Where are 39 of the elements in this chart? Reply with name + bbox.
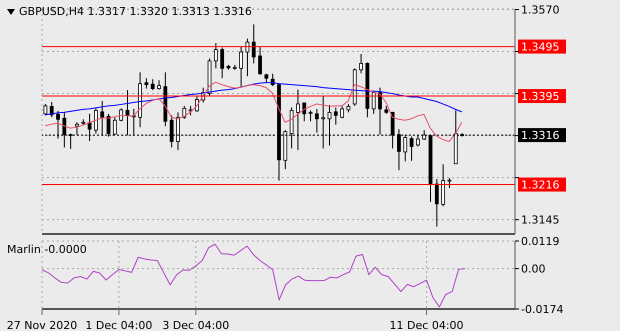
candlestick	[150, 78, 155, 91]
x-tick-label: 27 Nov 2020	[6, 319, 78, 331]
ref-line-label: 1.3316	[521, 129, 560, 142]
candlestick	[378, 87, 382, 136]
x-tick-label: 11 Dec 04:00	[390, 319, 464, 331]
candlestick	[410, 136, 414, 162]
candlestick	[220, 47, 224, 79]
y-tick-label: -0.0174	[521, 302, 564, 316]
chart-title: Marlin -0.0000	[7, 243, 87, 256]
candlestick	[214, 42, 218, 69]
candlestick	[448, 178, 452, 189]
candlestick	[157, 80, 161, 90]
y-tick-label: 1.3570	[521, 3, 560, 16]
candlestick	[314, 108, 319, 134]
x-tick-label: 1 Dec 04:00	[85, 319, 152, 331]
y-tick-label: 1.3145	[521, 214, 560, 227]
candlestick	[144, 78, 148, 90]
ref-line-label: 1.3395	[521, 90, 560, 104]
candlestick	[246, 38, 250, 77]
y-tick-label: 0.0119	[521, 234, 560, 248]
candlestick	[334, 106, 338, 126]
candlestick	[264, 73, 268, 84]
candlestick	[258, 46, 262, 76]
candlestick	[188, 105, 193, 116]
chart-title: GBPUSD,H4 1.3317 1.3320 1.3313 1.3316	[19, 5, 252, 18]
ref-line-label: 1.3216	[521, 178, 560, 192]
candlestick	[195, 96, 199, 112]
line-series	[42, 244, 466, 308]
y-tick-label: 0.00	[521, 262, 546, 276]
line-series	[44, 82, 462, 142]
candlestick	[239, 46, 244, 88]
x-tick-label: 3 Dec 04:00	[162, 319, 230, 331]
candlestick	[43, 103, 48, 116]
candlestick	[359, 54, 363, 74]
candlestick	[308, 110, 312, 122]
candlestick	[441, 164, 446, 207]
candlestick	[340, 105, 344, 119]
ref-line-label: 1.3495	[521, 40, 560, 54]
candlestick	[94, 108, 98, 134]
